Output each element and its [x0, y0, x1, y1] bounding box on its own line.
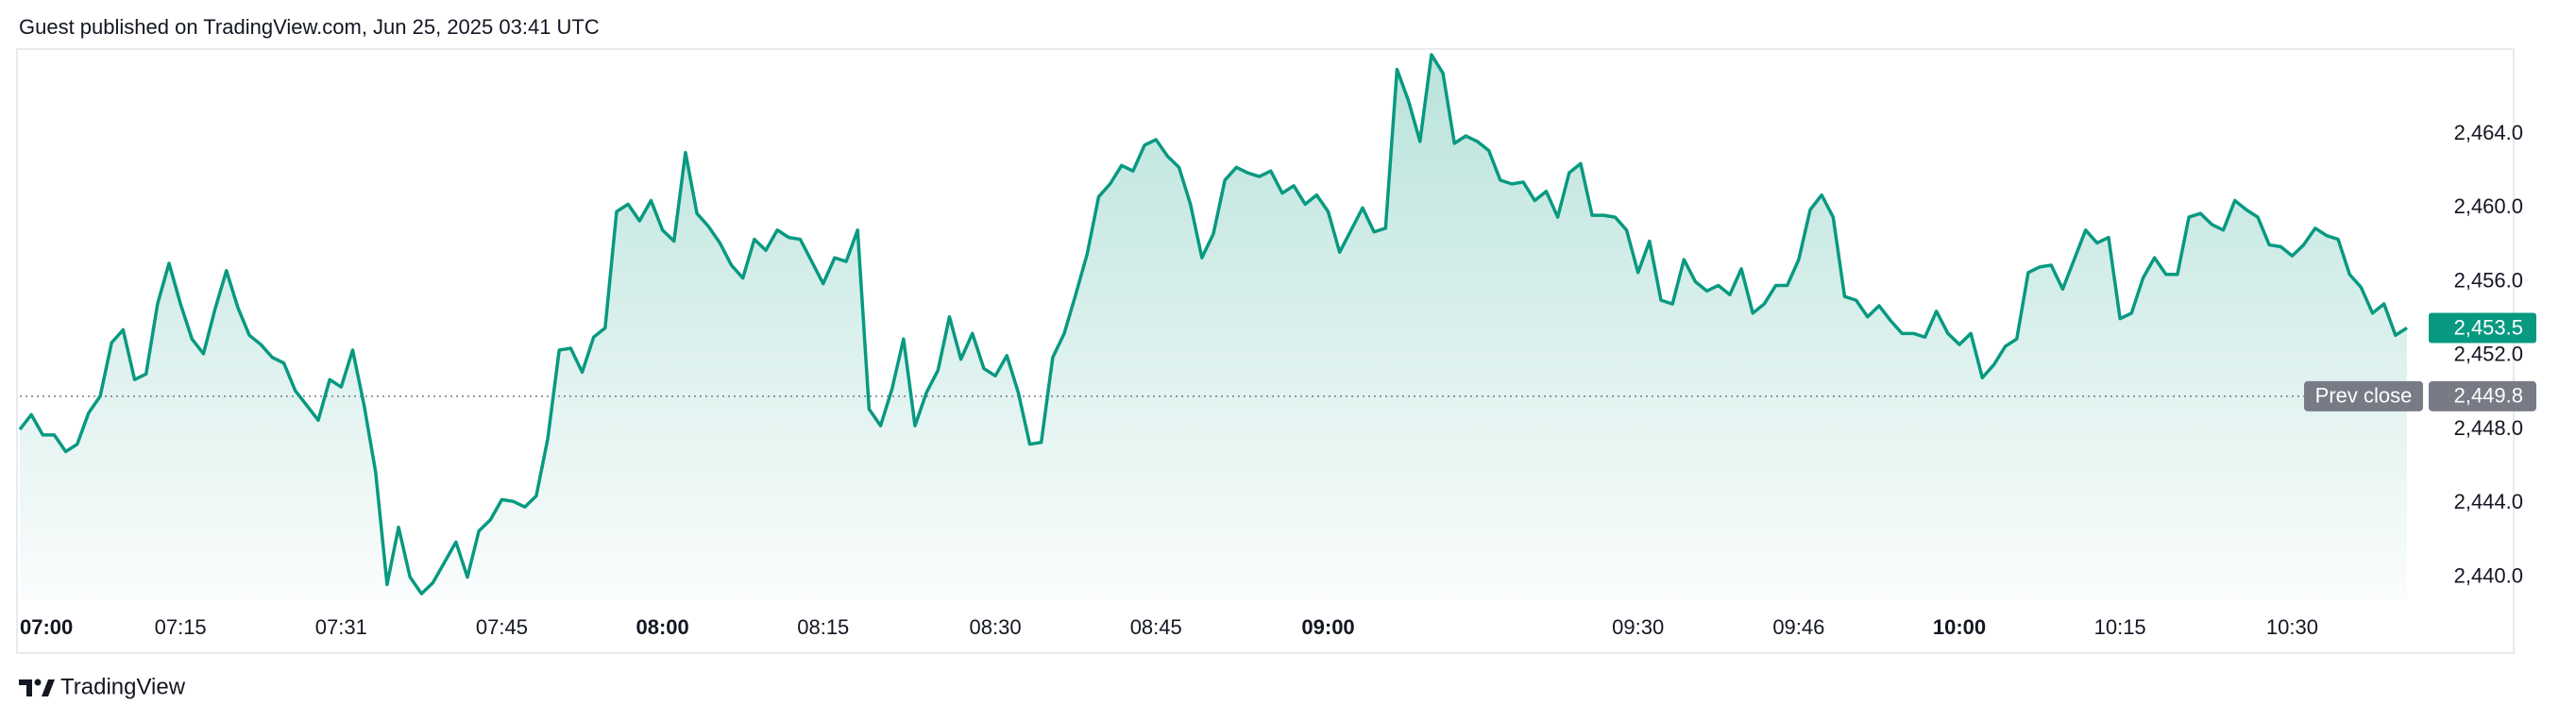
- x-tick-label: 07:31: [315, 615, 367, 639]
- prev-close-value: 2,449.8: [2454, 384, 2523, 408]
- x-tick-label: 10:30: [2266, 615, 2318, 639]
- x-tick-label: 07:00: [20, 615, 73, 639]
- x-tick-label: 08:45: [1130, 615, 1182, 639]
- x-tick-label: 10:00: [1933, 615, 1986, 639]
- y-tick-label: 2,452.0: [2454, 343, 2523, 366]
- last-price-label: 2,453.5: [2454, 315, 2523, 339]
- plot-area: 2,440.0 2,444.0 2,448.0 2,452.0 2,456.0 2,460…: [18, 53, 2536, 639]
- brand-logo: [19, 679, 55, 696]
- y-tick-label: 2,444.0: [2454, 490, 2523, 513]
- y-tick-label: 2,456.0: [2454, 268, 2523, 292]
- price-line: [18, 53, 2408, 595]
- x-tick-label: 09:46: [1772, 615, 1824, 639]
- x-tick-label: 09:00: [1301, 615, 1354, 639]
- brand-name: TradingView: [60, 674, 186, 699]
- prev-close-value-badge: [2429, 380, 2536, 411]
- x-tick-label: 08:15: [797, 615, 849, 639]
- x-tick-label: 08:00: [636, 615, 688, 639]
- x-tick-label: 07:15: [155, 615, 207, 639]
- y-tick-label: 2,440.0: [2454, 563, 2523, 587]
- y-tick-label: 2,460.0: [2454, 194, 2523, 218]
- chart-frame: [16, 48, 2515, 654]
- last-price-badge: [2429, 312, 2536, 344]
- y-tick-label: 2,464.0: [2454, 121, 2523, 144]
- x-tick-label: 10:15: [2094, 615, 2146, 639]
- prev-close-name: Prev close: [2315, 384, 2413, 408]
- y-tick-label: 2,448.0: [2454, 416, 2523, 440]
- prev-close-badge: [2304, 380, 2423, 411]
- x-tick-label: 07:45: [476, 615, 528, 639]
- area-fill: [20, 54, 2407, 599]
- header-text: Guest published on TradingView.com, Jun …: [19, 15, 600, 39]
- x-tick-label: 09:30: [1612, 615, 1664, 639]
- x-tick-label: 08:30: [970, 615, 1022, 639]
